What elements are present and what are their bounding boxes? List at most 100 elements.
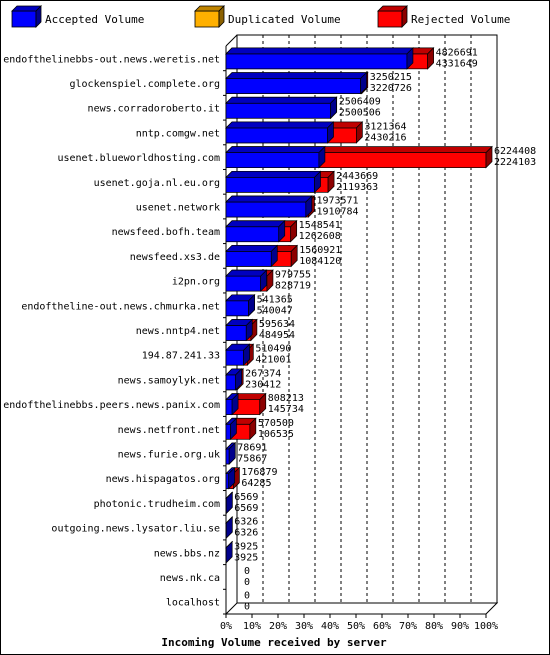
accepted-bar-15-side: [230, 417, 237, 441]
total-value: 3925: [234, 541, 258, 552]
accepted-bar-14-side: [231, 392, 239, 416]
server-label: news.furie.org.uk: [118, 449, 220, 460]
accepted-value: 106535: [258, 429, 294, 440]
accepted-bar-3-side: [327, 121, 334, 144]
accepted-value: 6326: [234, 528, 258, 539]
total-value: 3121364: [364, 121, 406, 132]
rejected-bar-8-side: [290, 244, 298, 268]
accepted-value: 2224103: [494, 157, 536, 168]
legend-label-duplicated: Duplicated Volume: [228, 13, 341, 26]
accepted-value: 828719: [275, 281, 311, 292]
x-tick-label: 100%: [474, 621, 498, 632]
total-value: 510490: [255, 344, 291, 355]
accepted-value: 0: [244, 602, 250, 613]
accepted-bar-9-side: [260, 269, 267, 292]
total-value: 6224408: [494, 146, 536, 157]
accepted-bar-6-top: [225, 195, 313, 203]
accepted-bar-1-top: [225, 72, 368, 79]
total-value: 4826691: [436, 47, 478, 58]
accepted-value: 3925: [234, 552, 258, 563]
accepted-bar-6-side: [305, 195, 313, 218]
server-label: 194.87.241.33: [142, 351, 220, 362]
accepted-value: 64285: [241, 478, 271, 489]
legend-swatch-rejected: [377, 10, 403, 28]
accepted-bar-5-top: [225, 170, 322, 178]
rejected-bar-4-side: [485, 145, 493, 169]
accepted-bar-9: [225, 275, 261, 292]
total-value: 6569: [234, 492, 258, 503]
accepted-bar-2-top: [225, 96, 338, 104]
accepted-bar-11: [225, 325, 247, 341]
accepted-bar-20-side: [225, 540, 233, 564]
total-value: 2506409: [339, 97, 381, 108]
server-label: news.netfront.net: [118, 425, 220, 436]
server-label: news.bbs.nz: [154, 548, 220, 559]
accepted-bar-2-side: [330, 96, 337, 120]
accepted-bar-13: [225, 374, 236, 391]
accepted-value: 1910784: [316, 207, 358, 218]
accepted-bar-7-top: [225, 220, 286, 228]
accepted-value: 230412: [245, 379, 281, 390]
x-tick-label: 10%: [243, 621, 261, 632]
rejected-bar-5-side: [327, 170, 335, 194]
total-value: 1548541: [299, 220, 341, 231]
total-value: 3250215: [370, 72, 412, 83]
accepted-value: 421001: [255, 355, 291, 366]
server-label: usenet.network: [136, 203, 220, 214]
legend-swatch-accepted: [11, 10, 37, 28]
accepted-bar-3-top: [225, 121, 335, 129]
total-value: 1560921: [299, 245, 341, 256]
accepted-bar-15: [225, 423, 231, 440]
rejected-bar-15-side: [249, 417, 257, 441]
server-label: news.hispagatos.org: [106, 474, 220, 485]
accepted-value: 1262608: [299, 231, 341, 242]
accepted-bar-6: [225, 201, 307, 218]
accepted-bar-3: [225, 127, 328, 144]
legend-swatch-side-accepted: [35, 5, 42, 28]
server-label: usenet.goja.nl.eu.org: [94, 178, 220, 189]
legend-label-rejected: Rejected Volume: [411, 13, 510, 26]
total-value: 0: [244, 566, 250, 577]
legend-swatch-duplicated: [194, 10, 220, 28]
accepted-bar-2: [225, 102, 331, 119]
accepted-value: 2430216: [364, 132, 406, 143]
legend-swatch-side-rejected: [401, 5, 408, 28]
server-label: photonic.trudheim.com: [94, 499, 220, 510]
x-tick-label: 70%: [399, 621, 417, 632]
accepted-bar-4: [225, 152, 320, 168]
server-label: newsfeed.bofh.team: [112, 227, 220, 238]
x-tick-label: 40%: [321, 621, 339, 632]
total-value: 595634: [259, 319, 295, 330]
total-value: 808213: [268, 393, 304, 404]
accepted-bar-0-top: [225, 47, 414, 55]
accepted-value: 540047: [257, 305, 293, 316]
x-tick-label: 0%: [220, 621, 232, 632]
accepted-bar-8-side: [270, 244, 278, 268]
accepted-bar-19-side: [225, 516, 233, 539]
accepted-value: 484954: [259, 330, 295, 341]
server-label: endoftheline-out.news.chmurka.net: [21, 301, 220, 312]
x-tick-label: 80%: [425, 621, 443, 632]
server-label: localhost: [166, 598, 220, 609]
plot-floor: [224, 602, 499, 615]
total-value: 570500: [258, 418, 294, 429]
accepted-bar-10: [225, 300, 249, 317]
rejected-bar-7-side: [290, 219, 298, 243]
accepted-bar-17: [225, 473, 230, 490]
accepted-bar-4-top: [225, 146, 326, 153]
server-label: news.samoylyk.net: [118, 375, 220, 386]
accepted-bar-7-side: [278, 219, 286, 243]
accepted-bar-5-side: [314, 170, 321, 194]
accepted-bar-16-side: [228, 442, 236, 465]
total-value: 2443669: [336, 171, 378, 182]
accepted-bar-17-side: [228, 466, 236, 490]
accepted-bar-18-side: [225, 491, 233, 515]
accepted-value: 4331649: [436, 58, 478, 69]
server-label: glockenspiel.complete.org: [69, 79, 220, 90]
accepted-value: 75867: [237, 453, 267, 464]
accepted-bar-12: [225, 349, 244, 366]
total-value: 1973571: [316, 196, 358, 207]
accepted-bar-0: [225, 53, 408, 70]
server-label: i2pn.org: [172, 277, 220, 288]
accepted-bar-0-side: [406, 47, 414, 70]
